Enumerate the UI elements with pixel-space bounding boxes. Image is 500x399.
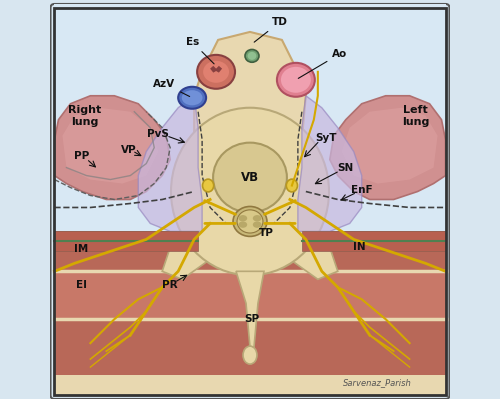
Text: IN: IN — [354, 242, 366, 253]
Ellipse shape — [178, 87, 206, 109]
Polygon shape — [54, 231, 446, 271]
Polygon shape — [342, 108, 438, 184]
Polygon shape — [54, 4, 446, 231]
Text: IM: IM — [74, 244, 88, 255]
Ellipse shape — [182, 90, 203, 105]
Ellipse shape — [286, 179, 298, 192]
Text: TP: TP — [258, 228, 274, 239]
Polygon shape — [236, 271, 264, 347]
Polygon shape — [210, 66, 222, 73]
Polygon shape — [54, 375, 446, 395]
Ellipse shape — [253, 221, 262, 228]
Text: Sarvenaz_Parish: Sarvenaz_Parish — [344, 379, 412, 387]
Ellipse shape — [171, 108, 329, 275]
Ellipse shape — [203, 61, 229, 83]
FancyBboxPatch shape — [50, 4, 450, 399]
Ellipse shape — [238, 221, 247, 228]
Text: TD: TD — [254, 17, 288, 42]
Ellipse shape — [245, 49, 259, 62]
Polygon shape — [138, 96, 202, 231]
Text: AzV: AzV — [153, 79, 190, 97]
Text: PvS: PvS — [148, 128, 169, 139]
Text: EI: EI — [76, 280, 87, 290]
Text: PR: PR — [162, 280, 178, 290]
Ellipse shape — [248, 52, 256, 60]
Polygon shape — [162, 231, 218, 279]
Text: SP: SP — [244, 314, 260, 324]
Text: PP: PP — [74, 151, 89, 162]
Ellipse shape — [213, 143, 287, 212]
Ellipse shape — [202, 179, 213, 192]
Text: Ao: Ao — [298, 49, 348, 78]
Ellipse shape — [238, 215, 247, 221]
Text: Es: Es — [186, 37, 214, 64]
Text: VP: VP — [120, 144, 136, 155]
Polygon shape — [54, 96, 170, 200]
Polygon shape — [62, 108, 158, 184]
Ellipse shape — [197, 55, 235, 89]
Text: Left
lung: Left lung — [402, 105, 429, 126]
Polygon shape — [330, 96, 446, 200]
Ellipse shape — [281, 67, 311, 93]
Polygon shape — [54, 231, 446, 395]
Polygon shape — [282, 231, 338, 279]
Text: EnF: EnF — [351, 184, 372, 195]
Ellipse shape — [243, 346, 257, 364]
Text: SyT: SyT — [315, 132, 336, 143]
Polygon shape — [298, 96, 362, 231]
Text: Right
lung: Right lung — [68, 105, 101, 126]
Polygon shape — [54, 319, 446, 375]
Polygon shape — [194, 32, 306, 255]
Polygon shape — [54, 231, 198, 251]
Ellipse shape — [253, 215, 262, 221]
Text: SN: SN — [338, 162, 354, 173]
Ellipse shape — [233, 207, 267, 236]
Polygon shape — [54, 271, 446, 319]
Polygon shape — [302, 231, 446, 251]
Ellipse shape — [277, 63, 315, 97]
Text: VB: VB — [241, 171, 259, 184]
Ellipse shape — [237, 210, 263, 233]
